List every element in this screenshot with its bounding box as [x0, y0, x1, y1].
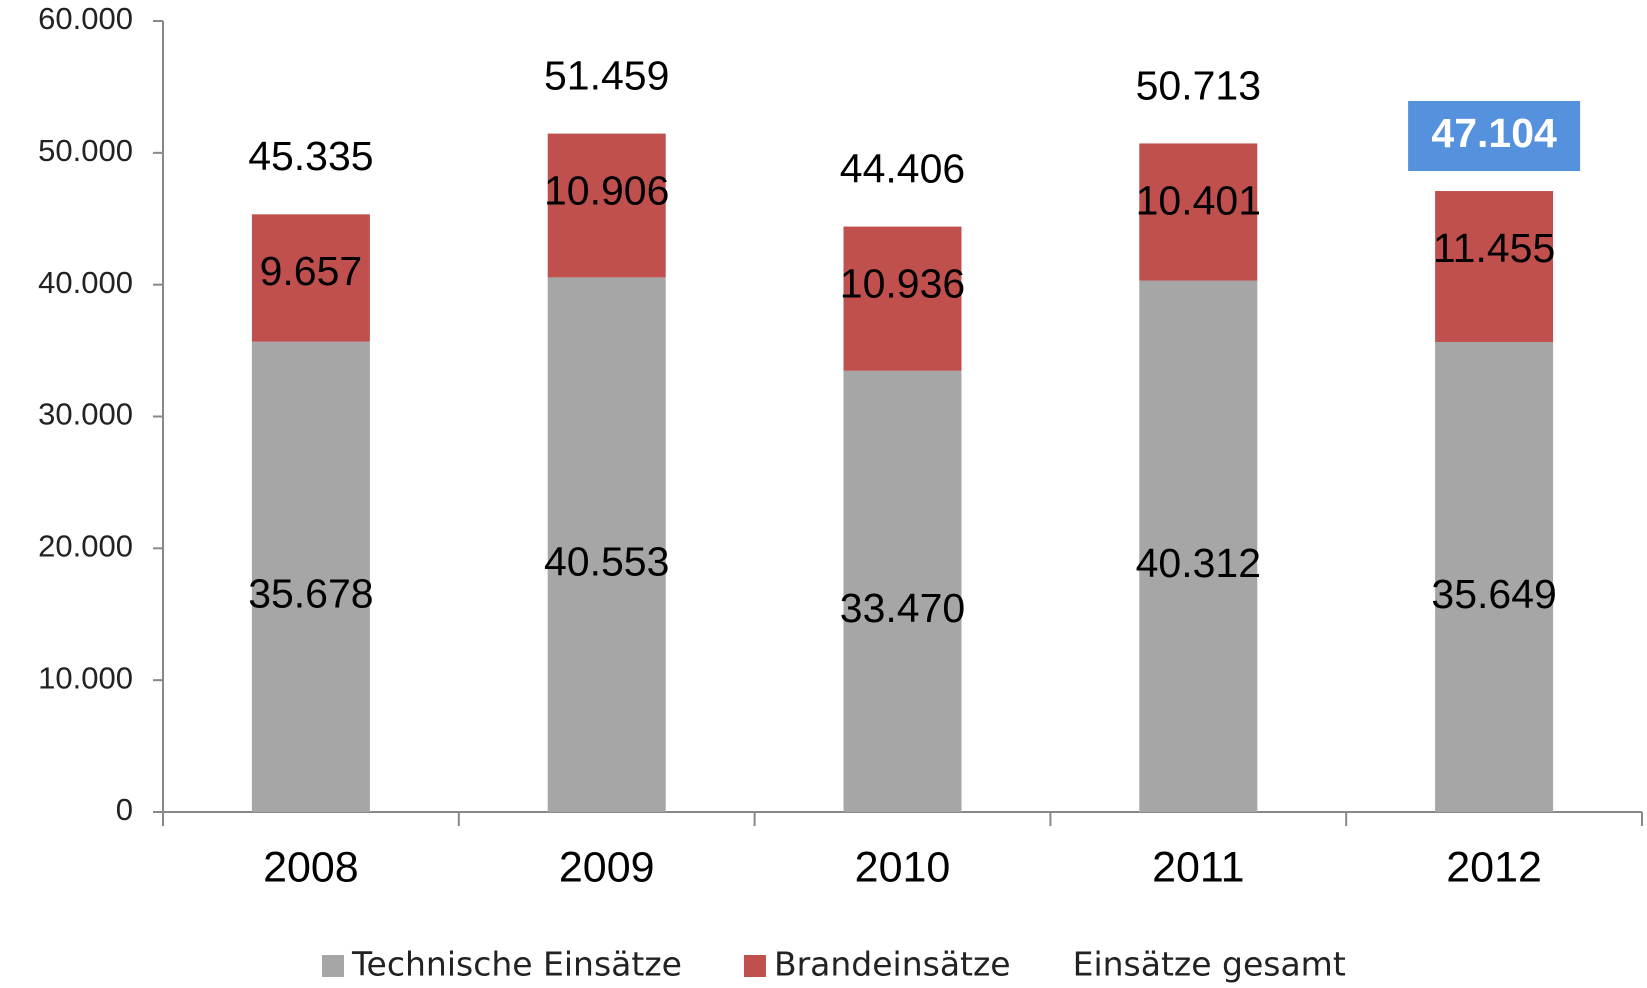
y-tick-label: 0 [116, 792, 133, 827]
data-label: 10.936 [840, 260, 965, 306]
legend-label: Einsätze gesamt [1073, 945, 1346, 984]
bar-segment [251, 341, 370, 812]
bar-segment [1139, 280, 1258, 812]
y-tick-label: 10.000 [38, 660, 133, 695]
data-label: 40.553 [544, 539, 669, 585]
bar-segment [843, 370, 962, 812]
data-label: 10.906 [544, 167, 669, 213]
x-tick-label: 2010 [855, 843, 951, 891]
y-tick-label: 40.000 [38, 265, 133, 300]
data-label: 10.401 [1136, 177, 1261, 223]
bar-segment [843, 226, 962, 371]
total-label: 44.406 [840, 145, 965, 191]
total-label: 51.459 [544, 52, 669, 98]
bar-segment [251, 214, 370, 342]
x-tick-label: 2008 [263, 843, 359, 891]
data-label: 35.649 [1431, 571, 1556, 617]
y-tick-label: 50.000 [38, 133, 133, 168]
legend-swatch [322, 955, 344, 977]
highlight-box [1408, 101, 1581, 172]
total-label: 47.104 [1431, 110, 1557, 156]
y-tick-label: 30.000 [38, 397, 133, 432]
data-label: 11.455 [1433, 225, 1555, 271]
legend-swatch [743, 955, 766, 977]
x-tick-label: 2009 [559, 843, 655, 891]
data-label: 40.312 [1136, 540, 1261, 586]
y-tick-label: 20.000 [38, 529, 133, 564]
bar-segment [1435, 342, 1554, 812]
y-tick-label: 60.000 [38, 1, 133, 36]
data-label: 35.678 [248, 571, 373, 617]
x-tick-label: 2011 [1152, 843, 1244, 891]
bar-segment [547, 277, 666, 812]
bar-segment [1435, 191, 1554, 343]
total-label: 45.335 [248, 133, 373, 179]
legend-label: Technische Einsätze [351, 945, 682, 984]
data-label: 9.657 [260, 248, 363, 294]
total-label: 50.713 [1136, 62, 1261, 108]
bar-segment [1139, 143, 1258, 281]
x-tick-label: 2012 [1446, 843, 1542, 891]
bar-segment [547, 133, 666, 278]
data-label: 33.470 [840, 585, 965, 631]
legend-label: Brandeinsätze [774, 945, 1011, 984]
